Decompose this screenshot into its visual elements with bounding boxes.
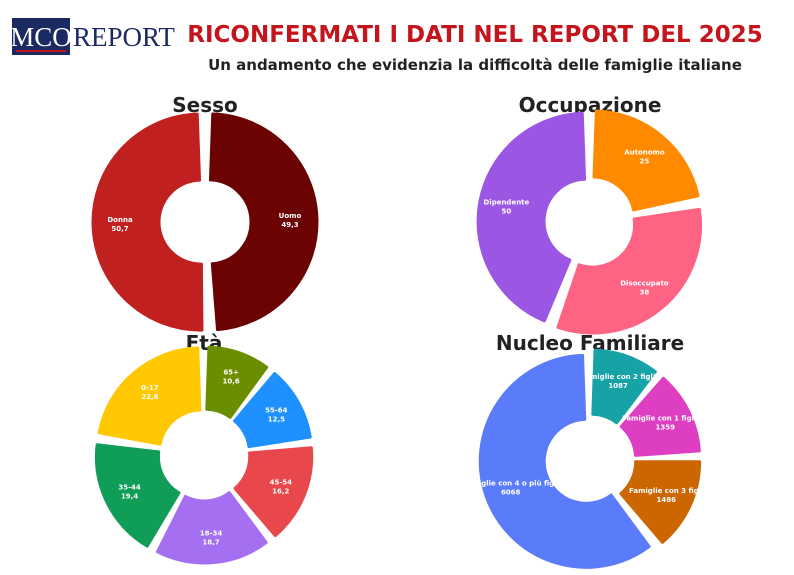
donut-segment xyxy=(94,443,181,548)
segment-value: 1359 xyxy=(655,424,675,432)
segment-value: 16,2 xyxy=(272,488,289,496)
donut-segment xyxy=(556,207,703,335)
donut-segment xyxy=(619,460,702,544)
segment-value: 50,7 xyxy=(111,225,128,233)
segment-value: 6068 xyxy=(501,489,521,497)
segment-value: 1486 xyxy=(657,496,677,504)
segment-label: 18-34 xyxy=(200,530,223,538)
segment-label: 65+ xyxy=(223,369,239,377)
segment-value: 10,6 xyxy=(222,378,239,386)
segment-label: 0-17 xyxy=(141,384,159,392)
segment-label: 35-44 xyxy=(118,484,141,492)
chart-title: Nucleo Familiare xyxy=(496,331,684,355)
segment-label: Autonomo xyxy=(624,149,665,157)
segment-label: Donna xyxy=(107,216,133,224)
logo-left: MCO xyxy=(10,22,72,52)
segment-label: Famiglie con 3 figli xyxy=(629,487,703,495)
segment-value: 25 xyxy=(640,158,650,166)
segment-value: 19,4 xyxy=(121,493,138,501)
donut-segment xyxy=(155,491,268,565)
donut-segment xyxy=(592,109,700,212)
chart-title: Sesso xyxy=(172,93,238,117)
donut-segment xyxy=(233,372,312,449)
segment-label: Dipendente xyxy=(483,199,529,207)
segment-label: 55-64 xyxy=(265,406,288,414)
donut-segment xyxy=(478,353,651,569)
page-subtitle: Un andamento che evidenzia la difficoltà… xyxy=(208,56,742,74)
segment-label: Famiglie con 2 figli xyxy=(581,373,655,381)
segment-value: 18,7 xyxy=(202,539,219,547)
donut-segment xyxy=(205,345,269,419)
segment-value: 12,5 xyxy=(268,415,285,423)
segment-label: Famiglie con 4 o più figli xyxy=(462,480,559,488)
donut-segment xyxy=(476,111,587,323)
donut-segment xyxy=(591,348,657,425)
segment-value: 38 xyxy=(640,288,650,296)
segment-label: 45-54 xyxy=(270,479,293,487)
segment-value: 50 xyxy=(502,208,512,216)
segment-value: 22,6 xyxy=(141,393,158,401)
page-title: RICONFERMATI I DATI NEL REPORT DEL 2025 xyxy=(187,22,762,48)
logo-box xyxy=(12,18,70,55)
segment-value: 49,3 xyxy=(281,221,298,229)
segment-label: Famiglie con 1 figlio/a xyxy=(622,415,709,423)
segment-label: Disoccupato xyxy=(620,279,669,287)
donut-segment xyxy=(208,112,319,332)
donut-segment xyxy=(233,446,314,538)
logo-right: REPORT xyxy=(73,22,175,52)
segment-value: 1087 xyxy=(608,382,628,390)
chart-title: Occupazione xyxy=(519,93,662,117)
segment-label: Uomo xyxy=(279,212,302,220)
donut-segment xyxy=(91,112,204,332)
donut-segment xyxy=(97,346,202,446)
donut-segment xyxy=(619,376,701,457)
